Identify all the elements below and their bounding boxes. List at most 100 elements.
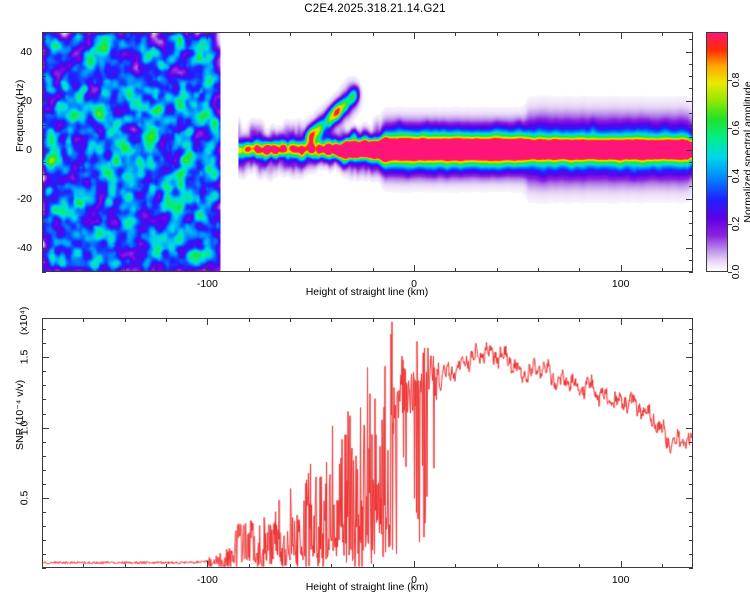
axis-tick [497,318,499,322]
axis-tick [42,125,46,127]
axis-tick [689,260,693,262]
axis-tick [497,32,499,36]
colorbar-tick-label: 0.0 [730,264,742,280]
axis-tick [42,329,46,331]
axis-tick [662,564,664,568]
spectrogram-x-tick-label: 100 [611,278,630,290]
axis-tick [689,414,693,416]
axis-tick [689,113,693,115]
axis-tick [42,39,46,41]
axis-tick [686,150,693,152]
axis-tick [689,88,693,90]
axis-tick [42,76,46,78]
colorbar-tick-label: 0.2 [730,216,742,232]
axis-tick [83,564,85,568]
colorbar-title: Normalized spectral amplitude [742,81,750,223]
axis-tick [125,564,127,568]
axis-tick [497,268,499,272]
axis-tick [42,137,46,139]
axis-tick [689,470,693,472]
axis-tick [455,32,457,36]
spectrogram-panel [42,32,693,272]
axis-tick [42,442,46,444]
axis-tick [42,32,44,36]
colorbar-tick [728,128,732,130]
axis-tick [42,318,44,322]
axis-tick [249,318,251,322]
axis-tick [207,32,209,39]
axis-tick [42,260,46,262]
axis-tick [689,343,693,345]
axis-tick [689,554,693,556]
axis-tick [42,456,46,458]
axis-tick [42,564,44,568]
axis-tick [686,357,693,359]
axis-tick [331,32,333,36]
axis-tick [42,268,44,272]
axis-tick [42,211,46,213]
axis-tick [689,162,693,164]
axis-tick [42,248,49,250]
axis-tick [689,235,693,237]
snr-x-tick-label: 0 [411,574,417,586]
snr-y-axis-title: SNR (10⁻⁴ v/v) [14,379,26,450]
axis-tick [42,357,49,359]
axis-tick [538,32,540,36]
axis-tick [621,561,623,568]
axis-tick [42,199,49,201]
axis-tick [689,456,693,458]
axis-tick [42,371,46,373]
spectrogram-y-tick-label: 40 [20,45,32,58]
axis-tick [689,125,693,127]
axis-tick [538,564,540,568]
axis-tick [290,32,292,36]
axis-tick [42,414,46,416]
axis-tick [249,564,251,568]
snr-panel [42,318,693,568]
spectrogram-x-tick-label: -100 [196,278,218,290]
axis-tick [689,272,693,274]
axis-tick [621,265,623,272]
axis-tick [373,268,375,272]
axis-tick [249,32,251,36]
snr-x-axis-title: Height of straight line (km) [305,581,429,593]
axis-tick [689,186,693,188]
axis-tick [42,554,46,556]
axis-tick [689,329,693,331]
axis-tick [290,268,292,272]
axis-tick [689,76,693,78]
axis-tick [42,235,46,237]
axis-tick [249,268,251,272]
colorbar-tick-label: 0.4 [730,168,742,184]
axis-tick [455,318,457,322]
axis-tick [166,32,168,36]
axis-tick [331,318,333,322]
axis-tick [42,272,46,274]
axis-tick [686,248,693,250]
axis-tick [538,268,540,272]
axis-tick [331,564,333,568]
colorbar-frame [706,32,728,272]
axis-tick [686,428,693,430]
axis-tick [290,564,292,568]
axis-tick [42,186,46,188]
colorbar-tick [728,176,732,178]
spectrogram-y-axis-title: Frequency (Hz) [14,79,26,152]
axis-tick [373,32,375,36]
axis-tick [621,318,623,325]
axis-tick [42,526,46,528]
axis-tick [689,442,693,444]
axis-tick [689,540,693,542]
axis-tick [538,318,540,322]
colorbar-tick-label: 0.6 [730,120,742,136]
axis-tick [42,428,49,430]
axis-tick [207,561,209,568]
axis-tick [689,223,693,225]
axis-tick [42,568,46,570]
colorbar-tick-label: 0.8 [730,72,742,88]
axis-tick [42,174,46,176]
axis-tick [414,32,416,39]
axis-tick [414,265,416,272]
axis-tick [455,268,457,272]
axis-tick [414,561,416,568]
